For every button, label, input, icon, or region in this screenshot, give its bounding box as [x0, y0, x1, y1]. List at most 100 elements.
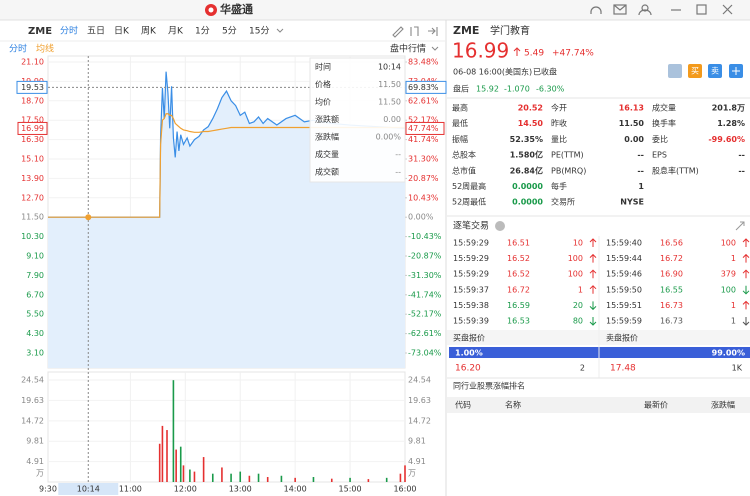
chart-tab[interactable]: 五日	[87, 26, 105, 37]
volume-tick-label: 14.72	[21, 416, 44, 425]
stat-value: 52.35%	[510, 135, 543, 144]
trade-arrow	[589, 269, 597, 279]
stat-value: --	[637, 151, 644, 160]
tooltip-label: 涨跌幅	[315, 132, 339, 142]
trade-volume: 100	[568, 254, 583, 263]
user-icon[interactable]	[641, 4, 649, 12]
trade-arrow	[589, 253, 597, 263]
chart-tab[interactable]: 月K	[168, 26, 184, 37]
help-icon[interactable]	[495, 221, 505, 231]
tooltip-label: 均价	[315, 97, 331, 107]
trade-time: 15:59:59	[606, 317, 642, 326]
chart-tab[interactable]: 周K	[141, 26, 157, 37]
volume-bar	[211, 473, 214, 482]
stat-value: 26.84亿	[510, 165, 543, 175]
y-tick-label: 9.10	[26, 252, 44, 261]
add-icon	[732, 67, 740, 75]
y-tick-label: 13.90	[21, 174, 44, 183]
support-icon[interactable]	[590, 6, 602, 14]
bid-size: 2	[580, 364, 585, 373]
trade-time: 15:59:44	[606, 254, 642, 263]
trade-volume: 20	[573, 301, 583, 310]
stat-label: 总市值	[452, 165, 476, 175]
collapse-icon[interactable]	[428, 27, 438, 36]
stat-label: 量比	[551, 134, 567, 144]
buy-button[interactable]	[688, 64, 702, 78]
indicator-icon[interactable]	[410, 26, 419, 36]
peers-column[interactable]: 涨跌幅	[711, 400, 735, 410]
stat-label: 今开	[551, 103, 567, 113]
y2-tick-label: -41.74%	[408, 290, 442, 299]
ask-ratio: 99.00%	[712, 349, 745, 358]
toolbar-symbol: ZME	[28, 26, 52, 37]
peers-column[interactable]: 最新价	[644, 400, 668, 410]
stat-value: 0.00	[624, 135, 644, 144]
mode-select[interactable]: 盘中行情	[390, 43, 426, 55]
user-icon-body	[638, 9, 652, 16]
trade-price: 16.73	[660, 301, 683, 310]
chart-tab[interactable]: 15分	[249, 26, 269, 37]
chart-tab[interactable]: 日K	[114, 26, 130, 37]
message-icon[interactable]	[613, 4, 627, 15]
trade-volume: 10	[573, 239, 583, 248]
chart-tab[interactable]: 5分	[222, 26, 237, 37]
stat-label: 最高	[452, 103, 468, 113]
stat-label: 成交量	[652, 103, 676, 113]
chart-tab[interactable]: 1分	[195, 26, 210, 37]
bid-price: 16.20	[455, 364, 481, 374]
tooltip-value: 11.50	[378, 98, 401, 107]
chart-tab[interactable]: 分时	[60, 25, 78, 37]
volume-bar	[158, 443, 161, 482]
quote-change: 5.49	[524, 49, 544, 59]
trade-time: 15:59:46	[606, 270, 642, 279]
tooltip-label: 涨跌额	[315, 114, 339, 124]
alert-button[interactable]	[668, 64, 682, 78]
close-button[interactable]	[722, 4, 733, 15]
trade-arrow	[742, 253, 750, 263]
tooltip-value: 11.50	[378, 80, 401, 89]
stat-value: 1	[638, 182, 644, 191]
trade-price: 16.56	[660, 239, 683, 248]
sell-button-label[interactable]: 卖	[711, 67, 719, 76]
maximize-button[interactable]	[696, 4, 707, 15]
after-hours-price: 15.92	[476, 85, 499, 94]
trade-arrow	[589, 285, 597, 294]
draw-tool-icon[interactable]	[392, 26, 404, 38]
sell-button[interactable]	[708, 64, 722, 78]
volume-bar	[367, 479, 370, 482]
volume-bar	[182, 465, 185, 482]
y2-tick-label: -31.30%	[408, 271, 442, 280]
trade-price: 16.72	[660, 254, 683, 263]
peers-header	[447, 397, 750, 413]
peers-column[interactable]: 名称	[505, 400, 521, 410]
crosshair-time: 10:14	[77, 485, 100, 494]
stat-value: 11.50	[619, 119, 645, 128]
stat-label: PE(TTM)	[551, 151, 584, 160]
crosshair-time-box	[58, 483, 119, 495]
y2-tick-label: -73.04%	[408, 349, 442, 358]
stat-label: PB(MRQ)	[551, 166, 586, 175]
buy-button-label[interactable]: 买	[691, 67, 699, 76]
logo-text: 华盛通	[220, 2, 253, 16]
y2-tick-label: 10.43%	[408, 193, 439, 202]
x-tick-label: 12:00	[174, 485, 197, 494]
indicator-average[interactable]: 均线	[36, 43, 54, 55]
volume-bar	[257, 473, 260, 482]
trade-time: 15:59:51	[606, 301, 642, 310]
stat-value: 201.8万	[712, 104, 745, 113]
indicator-time-share[interactable]: 分时	[9, 43, 27, 55]
tooltip	[309, 57, 406, 183]
trades-title: 逐笔交易	[453, 220, 489, 232]
trade-price: 16.51	[507, 239, 530, 248]
x-tick-label: 14:00	[284, 485, 307, 494]
stat-value: 1.28%	[717, 119, 745, 128]
stat-label: 股息率(TTM)	[652, 165, 699, 175]
expand-icon[interactable]	[735, 221, 745, 231]
bid-ratio: 1.00%	[455, 349, 483, 358]
tooltip-label: 价格	[315, 79, 331, 89]
stat-label: EPS	[652, 151, 667, 160]
stat-label: 换手率	[652, 118, 676, 128]
peers-column[interactable]: 代码	[455, 400, 471, 410]
up-arrow	[513, 47, 521, 56]
y-tick-label: 18.70	[21, 96, 44, 105]
